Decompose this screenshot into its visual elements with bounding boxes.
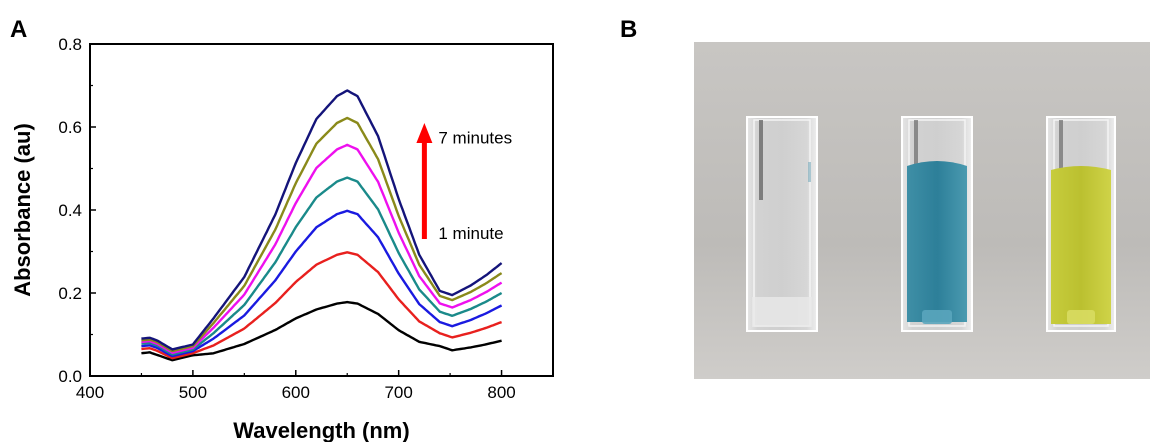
x-tick-label: 400 bbox=[76, 383, 104, 402]
annotation-7-minutes: 7 minutes bbox=[438, 129, 512, 148]
x-tick-label: 600 bbox=[282, 383, 310, 402]
y-tick-label: 0.8 bbox=[58, 35, 82, 54]
y-tick-label: 0.2 bbox=[58, 284, 82, 303]
spectrum-line-4 bbox=[141, 176, 503, 356]
x-tick-label: 500 bbox=[179, 383, 207, 402]
spectrum-line-2 bbox=[141, 251, 502, 360]
plot-border bbox=[89, 43, 554, 377]
spectrum-line-7 bbox=[141, 89, 503, 351]
spectrum-line-3 bbox=[141, 209, 503, 358]
series-layer bbox=[141, 89, 503, 362]
ticks-layer: 400 500 600 700 800 0.0 0.2 0.4 0.6 0.8 bbox=[58, 35, 515, 402]
cuvette-empty bbox=[746, 116, 818, 332]
y-tick-label: 0.6 bbox=[58, 118, 82, 137]
panel-label-b: B bbox=[620, 16, 638, 43]
plot-frame bbox=[89, 43, 554, 377]
panel-label-a: A bbox=[10, 16, 28, 43]
y-axis-label: Absorbance (au) bbox=[10, 123, 35, 297]
spectrum-line-1 bbox=[141, 300, 502, 362]
y-tick-label: 0.4 bbox=[58, 201, 82, 220]
cuvette-blue bbox=[901, 116, 973, 332]
x-axis-label: Wavelength (nm) bbox=[233, 418, 409, 442]
time-arrow bbox=[416, 123, 433, 240]
x-tick-label: 800 bbox=[487, 383, 515, 402]
spectrum-line-6 bbox=[141, 116, 503, 353]
y-tick-label: 0.0 bbox=[58, 367, 82, 386]
spectrum-line-5 bbox=[141, 143, 503, 354]
arrow-head bbox=[416, 123, 433, 143]
x-tick-label: 700 bbox=[384, 383, 412, 402]
cuvette-yellow bbox=[1046, 116, 1116, 332]
cuvette-photo bbox=[694, 42, 1150, 379]
annotation-1-minute: 1 minute bbox=[438, 224, 503, 243]
absorbance-chart: 400 500 600 700 800 0.0 0.2 0.4 0.6 0.8 Wavelengt… bbox=[10, 35, 554, 442]
